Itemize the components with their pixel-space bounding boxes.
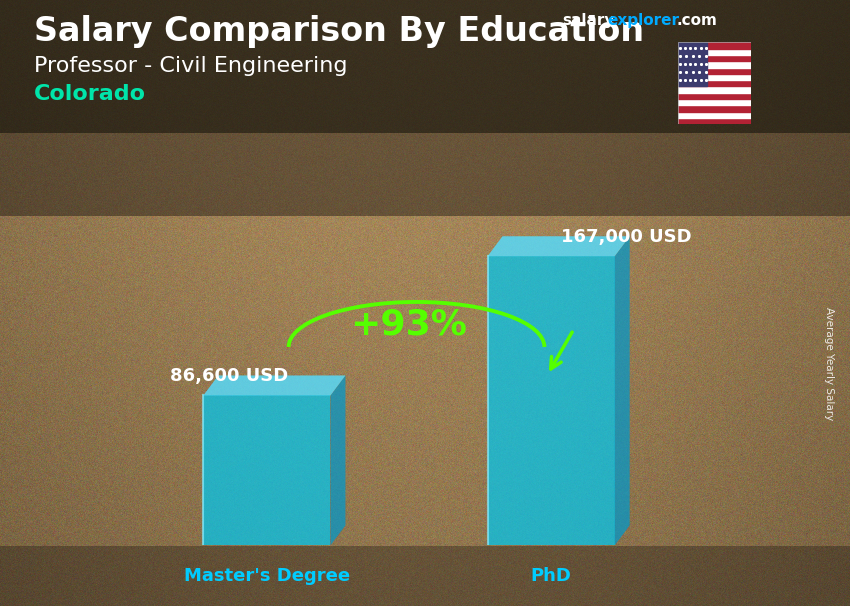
Bar — [678, 99, 751, 105]
Bar — [678, 48, 751, 55]
Text: PhD: PhD — [530, 567, 571, 585]
Text: explorer: explorer — [607, 13, 679, 28]
Bar — [678, 42, 707, 87]
Bar — [678, 42, 751, 48]
Polygon shape — [203, 376, 345, 396]
Bar — [678, 74, 751, 80]
Bar — [678, 112, 751, 118]
Bar — [678, 55, 751, 61]
Polygon shape — [488, 236, 630, 256]
Polygon shape — [488, 256, 615, 545]
Bar — [678, 105, 751, 112]
Text: +93%: +93% — [350, 307, 468, 341]
Text: Colorado: Colorado — [34, 84, 146, 104]
Polygon shape — [615, 236, 630, 545]
Text: Professor - Civil Engineering: Professor - Civil Engineering — [34, 56, 348, 76]
Bar — [678, 118, 751, 124]
Bar — [678, 80, 751, 87]
Text: 167,000 USD: 167,000 USD — [561, 228, 691, 246]
Text: Salary Comparison By Education: Salary Comparison By Education — [34, 15, 644, 48]
Text: 86,600 USD: 86,600 USD — [170, 367, 289, 385]
Polygon shape — [0, 546, 850, 606]
Bar — [678, 68, 751, 74]
Polygon shape — [0, 0, 850, 216]
Text: Average Yearly Salary: Average Yearly Salary — [824, 307, 834, 420]
Text: .com: .com — [677, 13, 717, 28]
Text: Master's Degree: Master's Degree — [184, 567, 350, 585]
Bar — [678, 61, 751, 68]
Text: salary: salary — [563, 13, 615, 28]
Bar — [678, 93, 751, 99]
Bar — [678, 87, 751, 93]
Polygon shape — [203, 396, 331, 545]
Polygon shape — [331, 376, 345, 545]
